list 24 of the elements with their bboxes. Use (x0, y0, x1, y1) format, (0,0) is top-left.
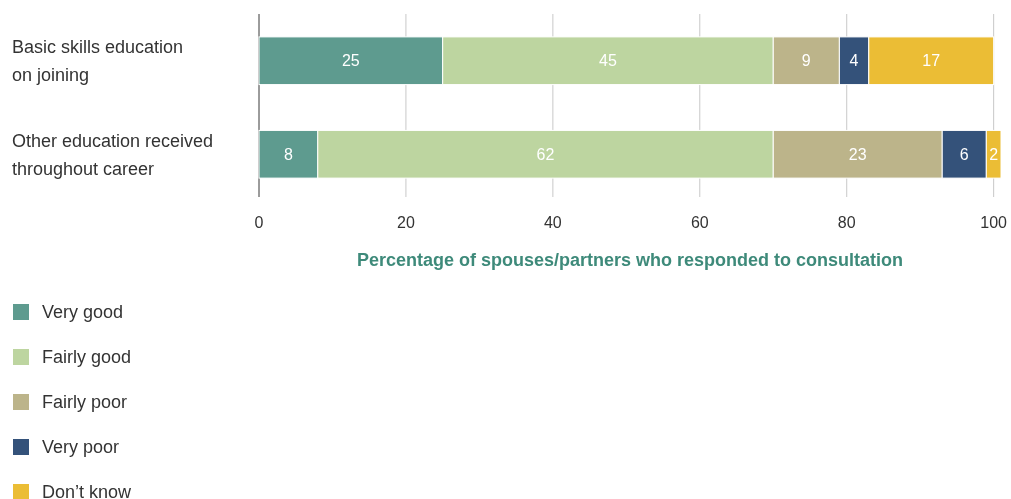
legend-label: Fairly poor (42, 392, 128, 413)
legend-label: Very poor (42, 437, 120, 458)
data-label: 4 (849, 52, 859, 70)
data-label: 8 (283, 145, 293, 163)
data-label: 23 (848, 145, 867, 163)
legend-label: Very good (42, 302, 124, 323)
y-tick-label: Other education received throughout career (12, 130, 214, 179)
data-label: 17 (922, 52, 941, 70)
x-tick-label: 80 (837, 214, 856, 231)
x-tick-label: 20 (397, 214, 415, 231)
data-label: 2 (989, 145, 999, 163)
data-label: 9 (801, 52, 811, 70)
x-tick-label: 60 (690, 214, 709, 231)
y-tick-label: Basic skills education on joining (12, 37, 184, 86)
legend-label: Fairly good (42, 347, 132, 368)
data-label: 25 (341, 52, 360, 70)
legend-label: Don’t know (42, 482, 133, 499)
data-label: 45 (599, 52, 617, 70)
x-tick-label: 100 (980, 214, 1008, 231)
x-tick-label: 0 (254, 214, 264, 231)
data-label: 62 (536, 145, 555, 163)
x-tick-label: 40 (543, 214, 562, 231)
data-label: 6 (959, 145, 969, 163)
x-axis-title: Percentage of spouses/partners who responded to consultation (356, 250, 904, 270)
